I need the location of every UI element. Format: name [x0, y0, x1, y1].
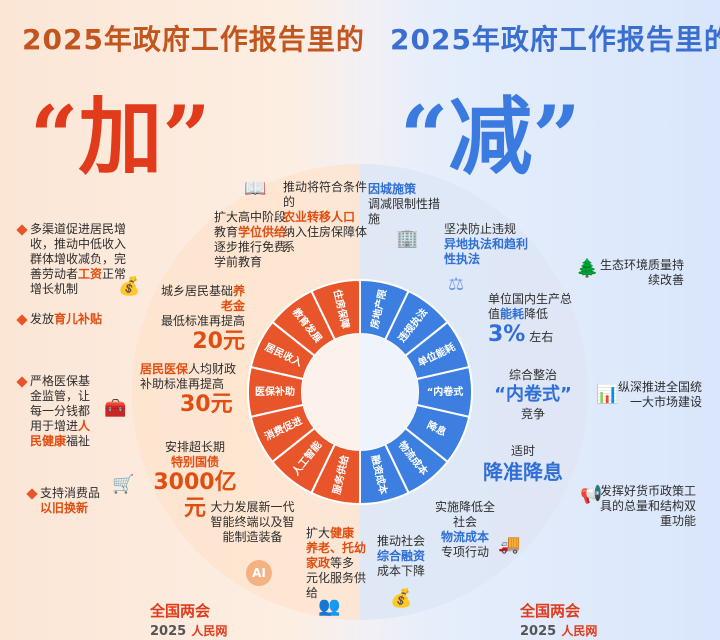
- left-title: 2025年政府工作报告里的: [22, 23, 365, 56]
- truck-icon: 🚚: [498, 534, 521, 555]
- consumer-text: 支持消费品 以旧换新: [40, 486, 101, 515]
- market-text: 纵深推进全国统一大市场建设: [617, 380, 702, 409]
- monetary-text: 发挥好货币政策工具的总量和结构双重功能: [600, 484, 697, 528]
- outer-ring-right: [360, 164, 588, 620]
- cart-icon: 🛒: [112, 474, 135, 495]
- coins-icon: 💰: [118, 276, 141, 297]
- energy-text: 单位国内生产总值能耗降低 3% 左右: [488, 292, 573, 347]
- law-text: 坚决防止违规 异地执法和趋利性执法: [444, 222, 529, 266]
- childcare-text: 发放育儿补贴: [30, 312, 103, 326]
- service-text: 扩大健康养老、托幼家政等多元化服务供给: [306, 526, 367, 600]
- logo-right: 全国两会 2025 人民网: [520, 602, 598, 639]
- logistics-text: 实施降低全社会 物流成本 专项行动: [434, 500, 495, 559]
- bond-text: 安排超长期 特别国债 3000亿元: [153, 440, 237, 521]
- ecology-text: 生态环境质量持续改善: [600, 258, 685, 287]
- megaphone-icon: 📢: [580, 484, 603, 505]
- ai-text: 大力发展新一代智能终端以及智能制造装备: [210, 500, 295, 544]
- medical-insurance-text: 居民医保人均财政补助标准再提高 30元: [140, 362, 237, 417]
- ai-icon: AI: [246, 560, 272, 586]
- education-text: 扩大高中阶段教育学位供给逐步推行免费学前教育: [214, 210, 287, 269]
- housing-text: 推动将符合条件的 农业转移人口 纳入住房保障体系: [283, 180, 368, 254]
- left-big-char: “加”: [30, 87, 211, 186]
- money-bag-icon: 💰: [390, 588, 413, 609]
- trees-icon: 🌲: [576, 258, 599, 279]
- realestate-text: 因城施策 调减限制性措施: [368, 182, 441, 226]
- pension-text: 城乡居民基础养老金 最低标准再提高 20元: [160, 284, 245, 354]
- logo-left: 全国两会 2025 人民网: [150, 602, 228, 639]
- wheel-label-right: “内卷式: [427, 385, 464, 398]
- right-title: 2025年政府工作报告里的: [390, 23, 720, 56]
- medical-supervision-text: 严格医保基金监管，让每一分钱都用于增进人民健康福祉: [30, 374, 91, 448]
- book-icon: 📖: [244, 178, 267, 199]
- competition-text: 综合整治 “内卷式” 竞争: [494, 368, 572, 421]
- income-text: 多渠道促进居民增收，推动中低收入群体增收减负，完善劳动者工资正常增长机制: [30, 222, 127, 296]
- financing-text: 推动社会 综合融资 成本下降: [376, 534, 425, 578]
- balance-icon: ⚖: [448, 274, 465, 295]
- presentation-icon: 📊: [596, 384, 619, 405]
- rate-text: 适时 降准降息: [483, 444, 563, 484]
- right-big-char: “减”: [400, 87, 581, 186]
- wheel-label-left: 医保补助: [255, 385, 295, 398]
- building-icon: 🏢: [396, 228, 419, 249]
- medical-kit-icon: 🧰: [104, 398, 127, 419]
- people-icon: 👥: [318, 596, 341, 617]
